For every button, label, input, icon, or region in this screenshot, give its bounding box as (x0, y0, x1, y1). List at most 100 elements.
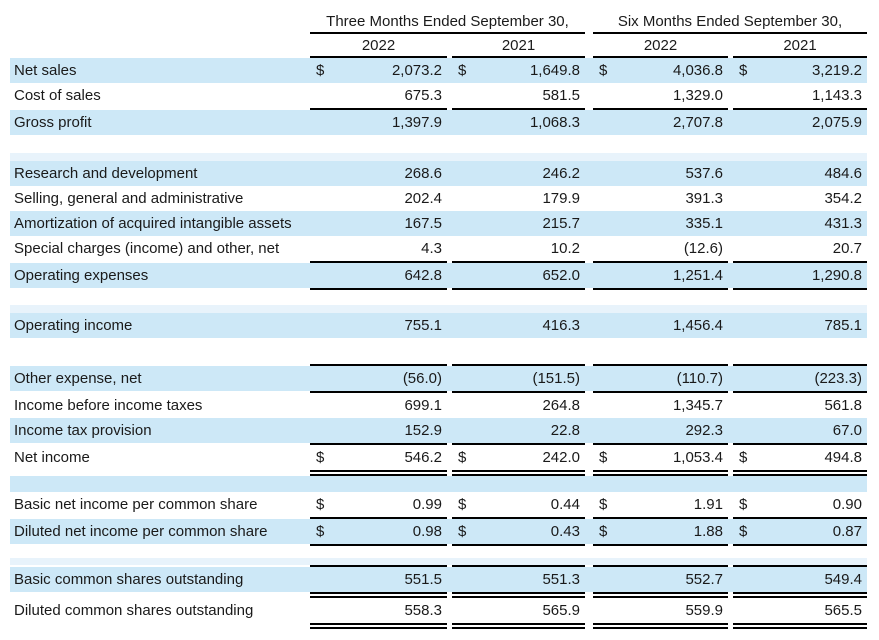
value-cell: 642.8 (310, 263, 447, 290)
cell-value: (151.5) (532, 370, 580, 387)
dollar-sign: $ (316, 449, 325, 466)
value-cell: $1.88 (593, 519, 728, 546)
dollar-sign: $ (599, 449, 608, 466)
cell-value: 1,329.0 (672, 87, 723, 104)
cell-value: 1,649.8 (529, 62, 580, 79)
column-gap (585, 211, 593, 236)
spacer-row (10, 290, 867, 305)
group-gap (585, 10, 593, 34)
row-label: Cost of sales (14, 87, 101, 104)
table-row: Net income $546.2 $242.0 $1,053.4 $494.8 (10, 445, 867, 476)
dollar-sign: $ (458, 496, 467, 513)
value-cell: 561.8 (733, 393, 867, 418)
value-cell: 202.4 (310, 186, 447, 211)
column-gap (728, 211, 733, 236)
row-label: Gross profit (10, 110, 310, 135)
dollar-sign: $ (458, 523, 467, 540)
cell-value: 431.3 (824, 215, 862, 232)
column-gap (447, 263, 452, 290)
value-cell: 431.3 (733, 211, 867, 236)
value-cell: (12.6) (593, 236, 728, 263)
cell-value: 2,075.9 (811, 114, 862, 131)
column-gap (447, 418, 452, 445)
cell-value: 0.90 (832, 496, 862, 513)
value-cell: 354.2 (733, 186, 867, 211)
cell-value: 552.7 (685, 571, 723, 588)
spacer-row (10, 476, 867, 492)
cell-value: 22.8 (550, 422, 580, 439)
dollar-sign: $ (599, 62, 608, 79)
cell-value: 4,036.8 (672, 62, 723, 79)
cell-value: 558.3 (404, 602, 442, 619)
cell-value: (12.6) (683, 240, 723, 257)
dollar-sign: $ (316, 523, 325, 540)
table-row: Income before income taxes 699.1 264.8 1,34… (10, 393, 867, 418)
column-gap (728, 313, 733, 338)
cell-value: 675.3 (404, 87, 442, 104)
cell-value: 3,219.2 (811, 62, 862, 79)
value-cell: 537.6 (593, 161, 728, 186)
column-gap (728, 519, 733, 546)
value-cell: 264.8 (452, 393, 585, 418)
dollar-sign: $ (739, 523, 748, 540)
value-cell: 565.5 (733, 598, 867, 629)
table-row: Research and development 268.6 246.2 537.6 4… (10, 161, 867, 186)
value-cell: 581.5 (452, 83, 585, 110)
column-gap (447, 58, 452, 83)
table-row: Net sales $2,073.2 $1,649.8 $4,036.8 $3,219.… (10, 58, 867, 83)
value-cell: $1,649.8 (452, 58, 585, 83)
dollar-sign: $ (458, 449, 467, 466)
cell-value: 1,053.4 (672, 449, 723, 466)
table-row: Selling, general and administrative 202.4… (10, 186, 867, 211)
column-gap (728, 263, 733, 290)
cell-value: (110.7) (676, 370, 723, 387)
column-gap (585, 519, 593, 546)
year-header: 2021 (733, 34, 867, 58)
dollar-sign: $ (739, 62, 748, 79)
value-cell: $4,036.8 (593, 58, 728, 83)
column-gap (585, 565, 593, 598)
cell-value: 1,143.3 (811, 87, 862, 104)
cell-value: 67.0 (832, 422, 862, 439)
cell-value: 755.1 (404, 317, 442, 334)
value-cell: 268.6 (310, 161, 447, 186)
cell-value: 292.3 (685, 422, 723, 439)
value-cell: $0.44 (452, 492, 585, 519)
value-cell: 1,068.3 (452, 110, 585, 135)
value-cell: 67.0 (733, 418, 867, 445)
cell-value: 565.9 (542, 602, 580, 619)
row-label: Special charges (income) and other, net (14, 240, 280, 257)
column-gap (585, 161, 593, 186)
value-cell: $1.91 (593, 492, 728, 519)
value-cell: 755.1 (310, 313, 447, 338)
cell-value: 537.6 (685, 165, 723, 182)
row-label: Operating income (10, 313, 310, 338)
value-cell: 335.1 (593, 211, 728, 236)
cell-value: 642.8 (404, 267, 442, 284)
value-cell: 1,345.7 (593, 393, 728, 418)
row-label: Research and development (10, 161, 310, 186)
value-cell: 391.3 (593, 186, 728, 211)
value-cell: 1,251.4 (593, 263, 728, 290)
cell-value: 246.2 (542, 165, 580, 182)
table-row: Cost of sales 675.3 581.5 1,329.0 1,143.3 (10, 83, 867, 110)
cell-value: 202.4 (404, 190, 442, 207)
row-label: Diluted common shares outstanding (14, 602, 254, 619)
value-cell: 10.2 (452, 236, 585, 263)
column-gap (585, 263, 593, 290)
table-row: Gross profit 1,397.9 1,068.3 2,707.8 2,075.9 (10, 110, 867, 135)
period-group-header-six-months: Six Months Ended September 30, (593, 10, 867, 34)
cell-value: 264.8 (542, 397, 580, 414)
period-group-header-three-months: Three Months Ended September 30, (310, 10, 585, 34)
row-label: Basic common shares outstanding (10, 565, 310, 598)
value-cell: $0.43 (452, 519, 585, 546)
table-row: Income tax provision 152.9 22.8 292.3 67.0 (10, 418, 867, 445)
value-cell: 549.4 (733, 565, 867, 598)
value-cell: 152.9 (310, 418, 447, 445)
cell-value: 242.0 (542, 449, 580, 466)
cell-value: 0.99 (412, 496, 442, 513)
value-cell: 22.8 (452, 418, 585, 445)
cell-value: 152.9 (404, 422, 442, 439)
value-cell: $0.99 (310, 492, 447, 519)
cell-value: 1,068.3 (529, 114, 580, 131)
